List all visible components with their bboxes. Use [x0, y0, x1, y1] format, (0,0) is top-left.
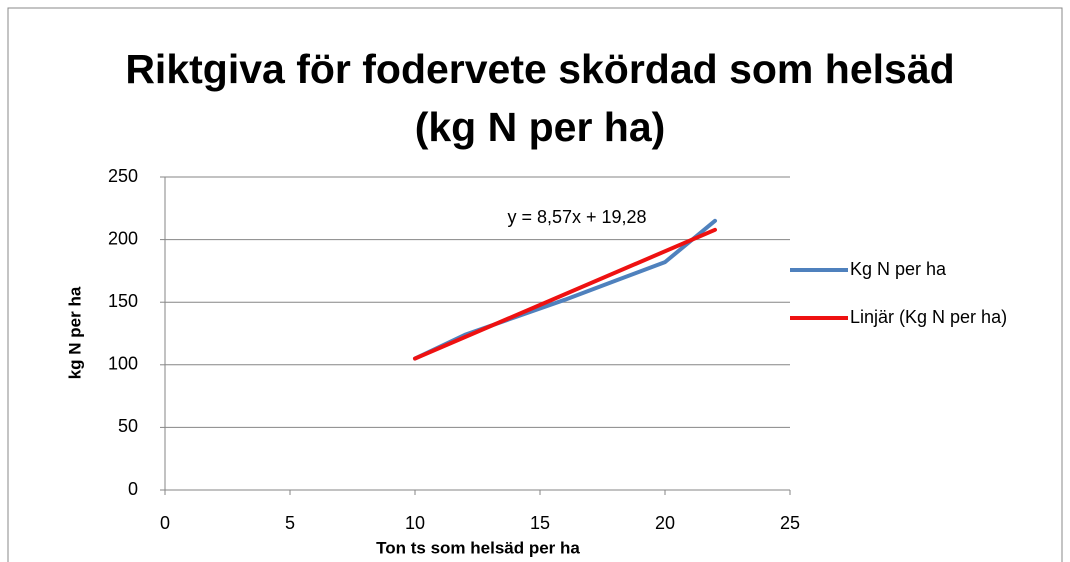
x-tick-label: 0	[160, 513, 170, 533]
y-tick-label: 200	[108, 228, 138, 248]
y-tick-label: 250	[108, 166, 138, 186]
legend-label: Kg N per ha	[850, 259, 947, 279]
trendline-equation: y = 8,57x + 19,28	[507, 207, 646, 227]
x-tick-label: 25	[780, 513, 800, 533]
x-axis-title: Ton ts som helsäd per ha	[376, 538, 580, 557]
chart-title: Riktgiva för fodervete skördad som helsä…	[125, 46, 954, 92]
legend-label: Linjär (Kg N per ha)	[850, 307, 1007, 327]
y-tick-label: 100	[108, 354, 138, 374]
y-tick-label: 0	[128, 479, 138, 499]
x-tick-label: 5	[285, 513, 295, 533]
x-tick-label: 20	[655, 513, 675, 533]
chart-frame	[7, 7, 1063, 562]
y-tick-label: 150	[108, 291, 138, 311]
series-line	[413, 227, 717, 361]
x-tick-label: 10	[405, 513, 425, 533]
series-line	[413, 218, 717, 361]
chart-subtitle: (kg N per ha)	[415, 104, 666, 150]
y-tick-label: 50	[118, 416, 138, 436]
x-tick-label: 15	[530, 513, 550, 533]
y-axis-title: kg N per ha	[65, 286, 84, 379]
